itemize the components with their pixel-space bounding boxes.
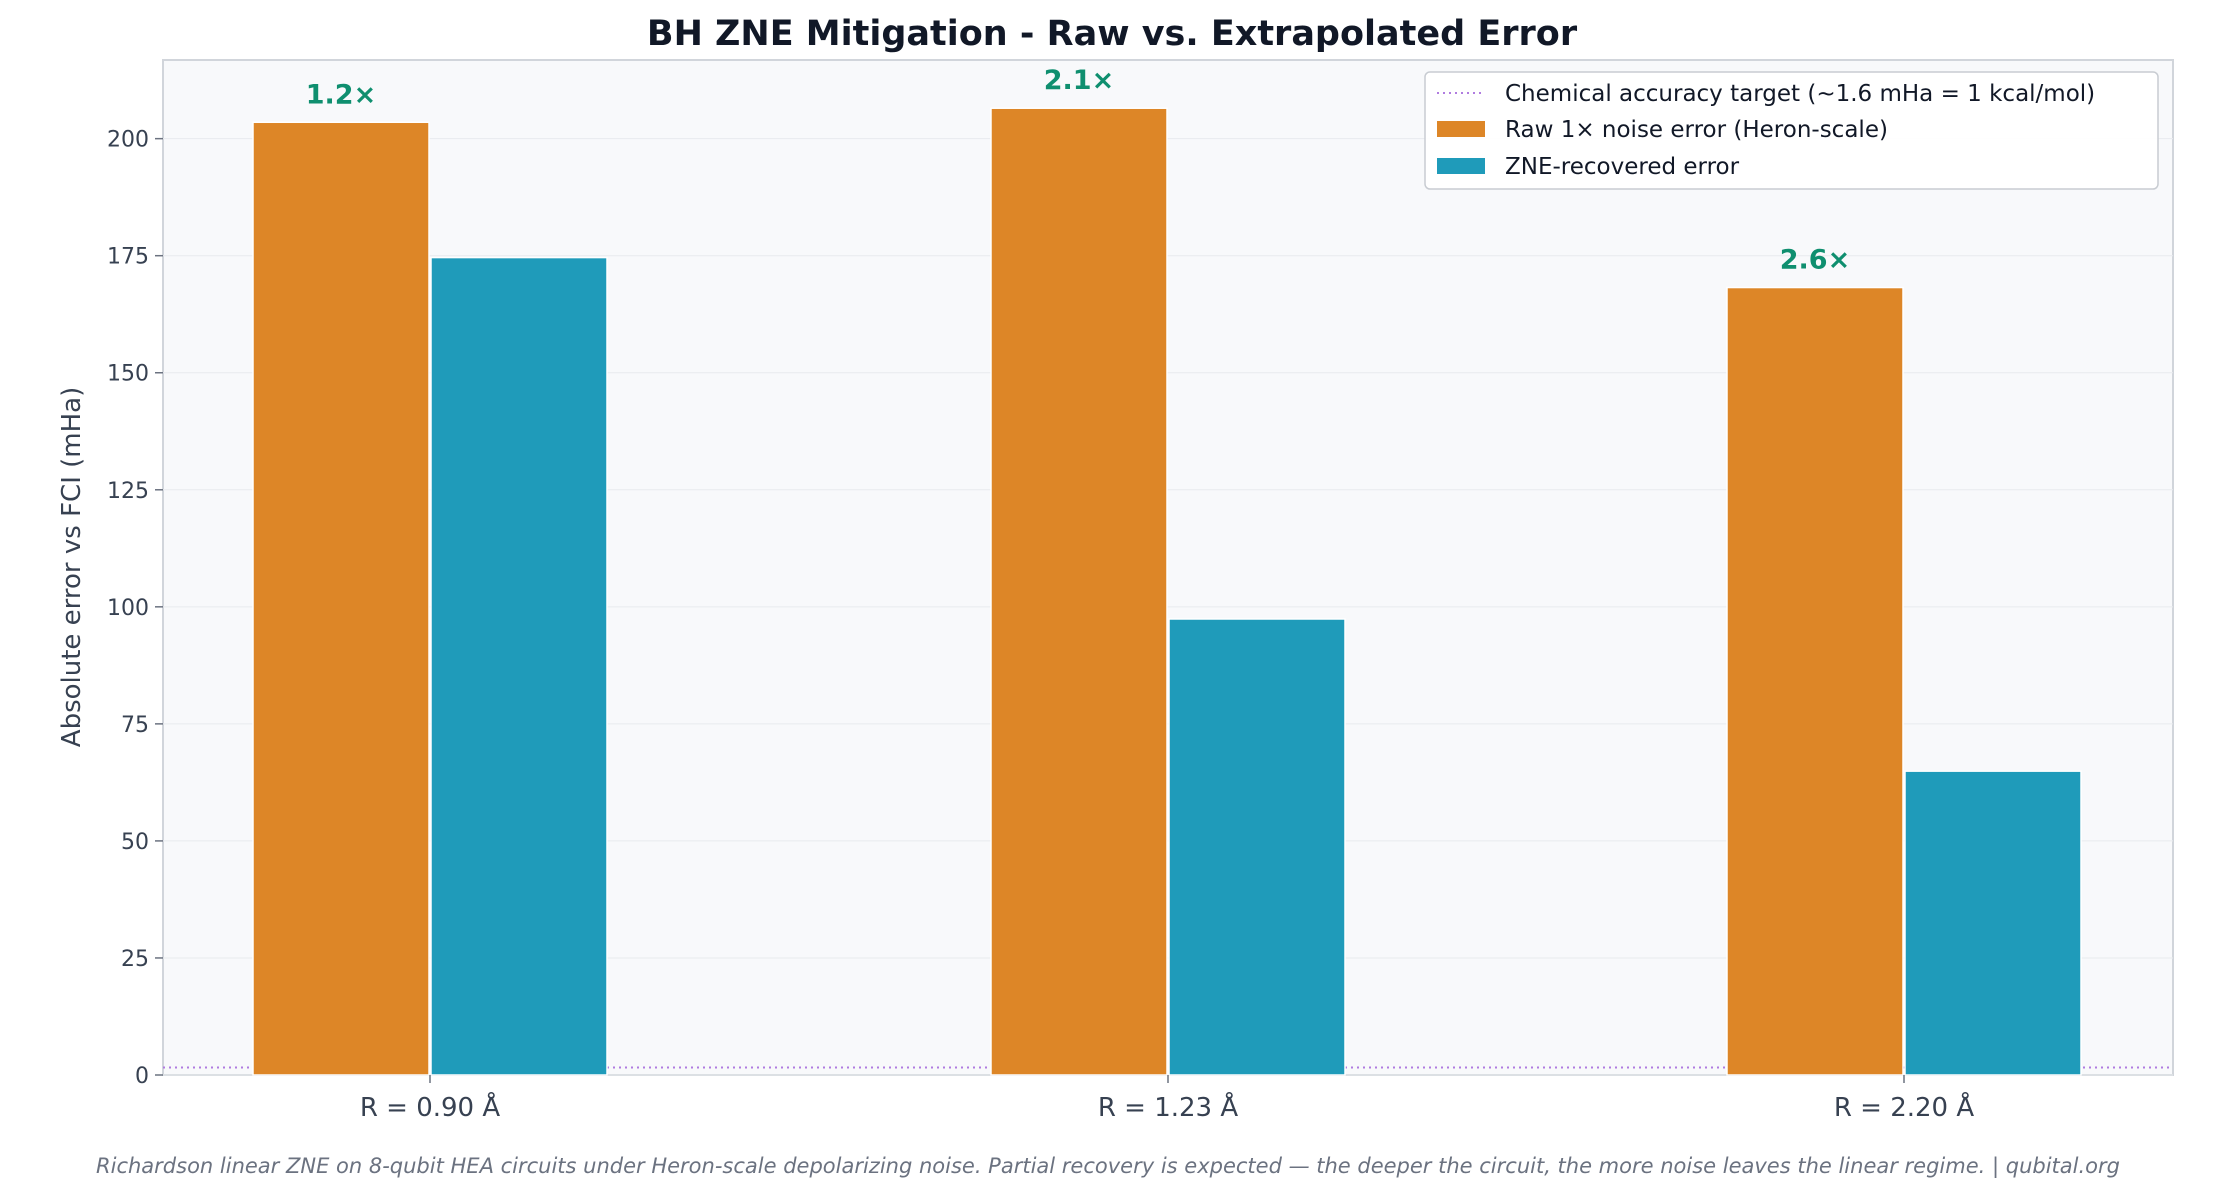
bar-zne-error <box>1168 618 1346 1076</box>
y-tick-label: 50 <box>121 830 149 855</box>
bar-raw-error <box>990 107 1168 1076</box>
legend-label-zne: ZNE-recovered error <box>1505 154 1740 180</box>
y-tick-label: 200 <box>107 128 149 153</box>
y-tick-label: 175 <box>107 245 149 270</box>
x-tick-label: R = 2.20 Å <box>1834 1091 1975 1123</box>
y-axis-label: Absolute error vs FCI (mHa) <box>57 387 87 747</box>
legend-box <box>1424 71 2159 190</box>
footnote: Richardson linear ZNE on 8-qubit HEA cir… <box>96 1154 2120 1179</box>
improvement-ratio-label: 1.2× <box>306 79 376 110</box>
chart-title: BH ZNE Mitigation - Raw vs. Extrapolated… <box>647 14 1578 54</box>
y-tick-label: 25 <box>121 947 149 972</box>
x-tick-label: R = 1.23 Å <box>1098 1091 1239 1123</box>
legend-label-raw: Raw 1× noise error (Heron-scale) <box>1505 117 1888 143</box>
legend-label-reference: Chemical accuracy target (~1.6 mHa = 1 k… <box>1505 81 2095 107</box>
bar-raw-error <box>1726 286 1904 1076</box>
y-tick-label: 125 <box>107 479 149 504</box>
improvement-ratio-label: 2.1× <box>1044 65 1114 96</box>
bars <box>252 107 2082 1076</box>
x-axis-ticks: R = 0.90 Å R = 1.23 Å R = 2.20 Å <box>360 1075 1975 1123</box>
improvement-ratio-label: 2.6× <box>1780 245 1850 276</box>
y-tick-label: 75 <box>121 713 149 738</box>
bar-zne-error <box>1904 770 2082 1076</box>
y-tick-label: 150 <box>107 362 149 387</box>
bar-zne-error <box>430 256 608 1076</box>
y-axis-ticks: 0 25 50 75 100 125 150 175 200 <box>107 128 163 1089</box>
ratio-labels: 1.2× 2.1× 2.6× <box>306 65 1850 275</box>
bar-raw-error <box>252 121 430 1076</box>
y-tick-label: 100 <box>107 596 149 621</box>
y-tick-label: 0 <box>135 1064 149 1089</box>
legend: Chemical accuracy target (~1.6 mHa = 1 k… <box>1424 71 2159 190</box>
legend-swatch-raw <box>1437 121 1485 137</box>
x-tick-label: R = 0.90 Å <box>360 1091 501 1123</box>
legend-swatch-zne <box>1437 158 1485 174</box>
